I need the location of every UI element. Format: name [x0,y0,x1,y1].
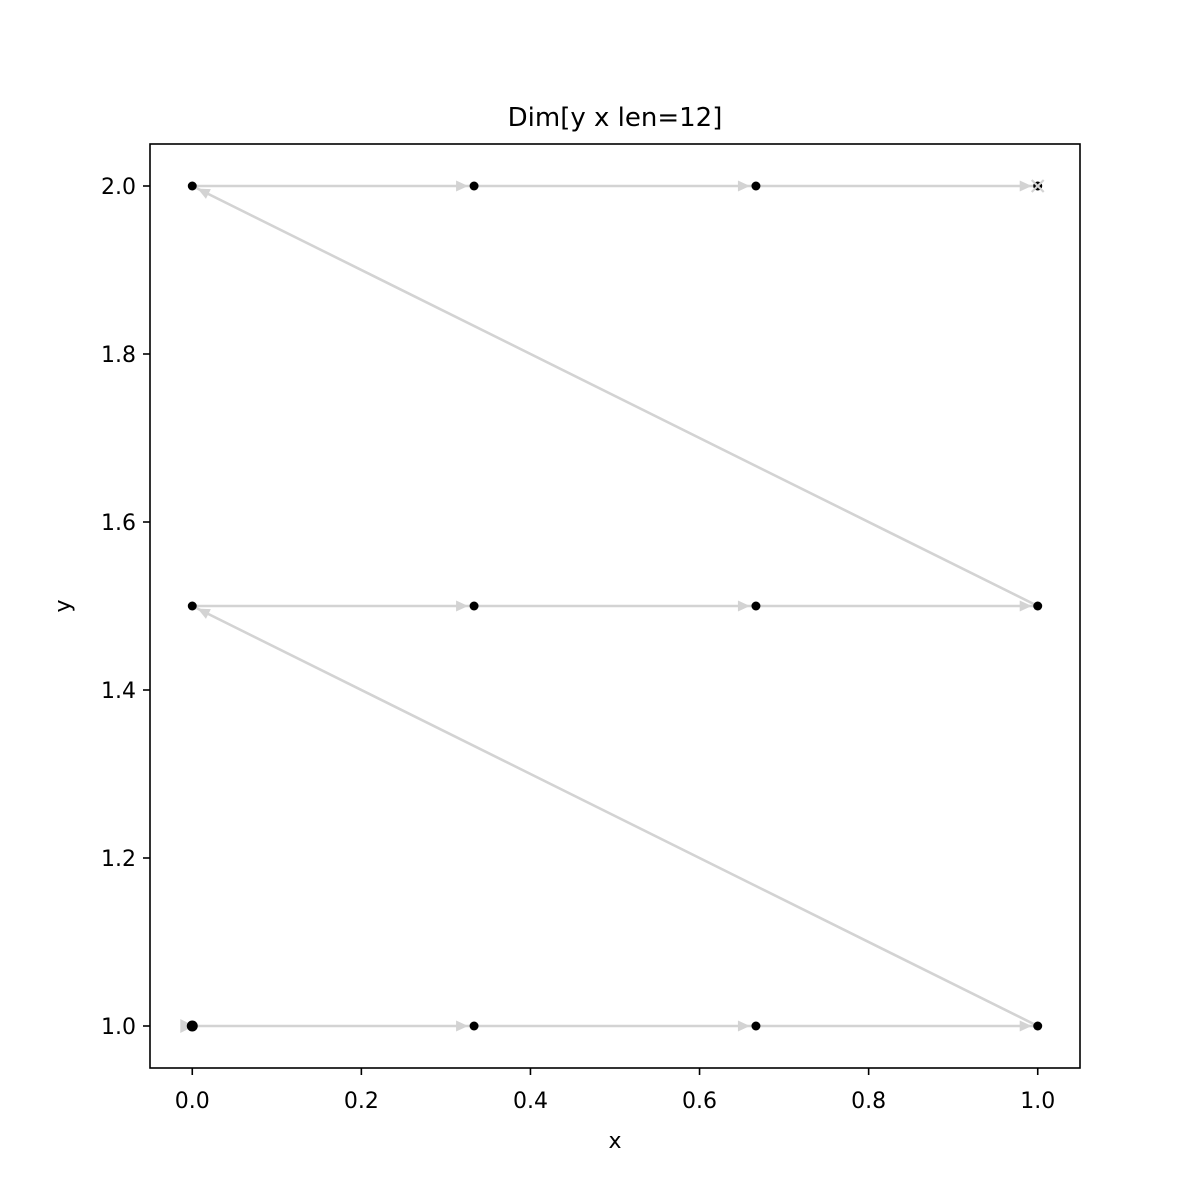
y-tick-label: 2.0 [101,175,136,200]
data-point [187,601,197,611]
data-point [469,1021,479,1031]
point-layer [186,179,1045,1032]
data-point [469,181,479,191]
path-segment [755,1020,1038,1032]
x-tick-label: 0.2 [344,1089,379,1114]
x-tick-label: 0.4 [513,1089,548,1114]
path-arrowhead [1019,180,1032,192]
x-axis-ticks: 0.0 0.2 0.4 0.6 0.8 1.0 [175,1068,1055,1114]
data-point [751,181,761,191]
x-tick-label: 1.0 [1020,1089,1055,1114]
y-tick-label: 1.0 [101,1015,136,1040]
path-segment [755,600,1038,612]
path-segment [191,184,1039,608]
path-arrowhead [197,188,211,199]
path-arrowhead [737,1020,750,1032]
path-segment [474,600,756,612]
x-tick-label: 0.0 [175,1089,210,1114]
x-axis-label: x [608,1129,621,1154]
path-layer [180,180,1039,1033]
plot-frame [149,143,1081,1069]
path-arrowhead [456,600,469,612]
data-point [469,601,479,611]
path-arrowhead [737,180,750,192]
chart-title: Dim[y x len=12] [508,103,723,133]
data-point [1033,601,1043,611]
y-tick-label: 1.4 [101,679,136,704]
path-arrowhead [1019,600,1032,612]
path-segment [755,180,1038,192]
data-point [751,1021,761,1031]
data-point [187,181,197,191]
y-tick-label: 1.6 [101,511,136,536]
x-tick-label: 0.6 [682,1089,717,1114]
y-axis-ticks: 1.0 1.2 1.4 1.6 1.8 2.0 [101,175,150,1040]
path-segment [474,180,756,192]
path-arrowhead [197,608,211,619]
path-segment [192,180,475,192]
path-segment [192,1020,475,1032]
path-arrowhead [1019,1020,1032,1032]
path-arrowhead [737,600,750,612]
data-point [1033,1021,1043,1031]
path-segment [192,600,475,612]
path-segment [474,1020,756,1032]
y-tick-label: 1.8 [101,343,136,368]
data-point [751,601,761,611]
path-end-marker [1030,179,1045,193]
path-arrowhead [456,1020,469,1032]
x-tick-label: 0.8 [851,1089,886,1114]
y-tick-label: 1.2 [101,847,136,872]
path-segment [191,604,1039,1028]
y-axis-label: y [51,599,76,612]
data-point [186,1020,198,1032]
path-arrowhead [456,180,469,192]
